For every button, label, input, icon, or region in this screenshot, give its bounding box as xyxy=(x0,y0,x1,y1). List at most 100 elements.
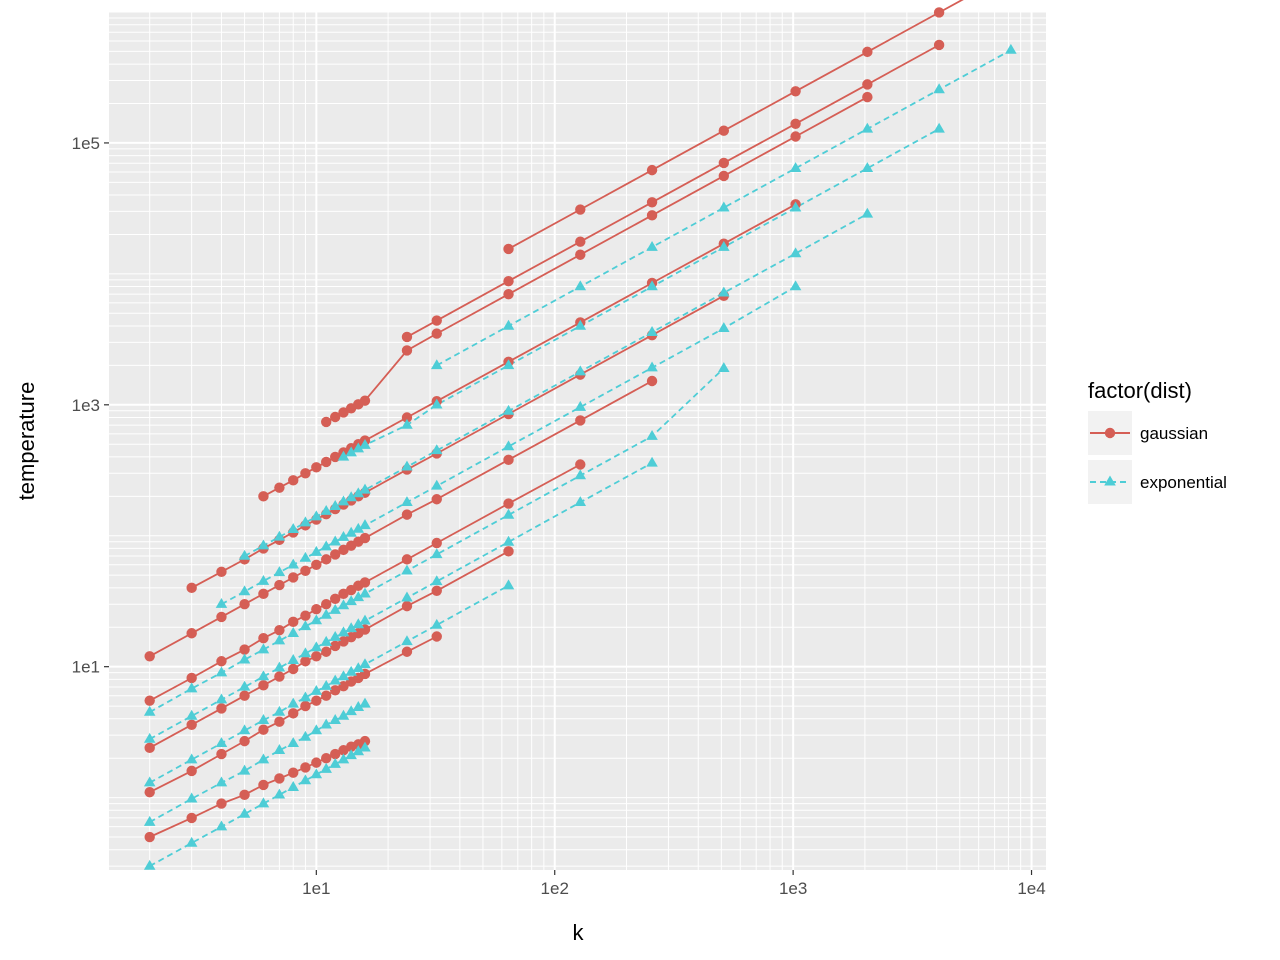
gaussian-point xyxy=(718,170,730,182)
gaussian-point xyxy=(401,554,413,565)
gaussian-point xyxy=(144,742,155,754)
legend-point-exponential xyxy=(1104,475,1116,486)
exponential-point xyxy=(718,240,730,251)
gaussian-point xyxy=(503,288,514,300)
gaussian-point xyxy=(330,549,341,560)
exponential-point xyxy=(502,440,515,451)
y-tick-label: 1e1 xyxy=(72,658,100,677)
gaussian-point xyxy=(144,831,155,843)
exponential-point xyxy=(287,627,299,637)
exponential-point xyxy=(574,400,587,411)
exponential-point xyxy=(789,201,802,212)
gaussian-point xyxy=(320,456,332,468)
exponential-point xyxy=(257,539,270,550)
exponential-point xyxy=(320,679,332,690)
legend-label-gaussian: gaussian xyxy=(1140,424,1208,443)
exponential-series-line xyxy=(436,49,1012,367)
gaussian-point xyxy=(933,39,945,51)
gaussian-point xyxy=(862,79,873,90)
gaussian-point xyxy=(311,695,322,706)
exponential-point xyxy=(320,718,332,729)
exponential-point xyxy=(273,705,286,716)
x-tick-label: 1e4 xyxy=(1017,879,1045,898)
gaussian-point xyxy=(646,164,658,176)
gaussian-point xyxy=(790,86,801,97)
exponential-point xyxy=(345,491,357,502)
y-tick-label: 1e5 xyxy=(72,134,100,153)
exponential-point xyxy=(310,641,323,652)
gaussian-point xyxy=(503,243,514,255)
exponential-point xyxy=(359,587,371,598)
gaussian-point xyxy=(288,616,299,628)
gaussian-point xyxy=(431,631,442,642)
exponential-point xyxy=(257,753,270,764)
exponential-point xyxy=(646,456,658,467)
gaussian-point xyxy=(274,624,285,636)
exponential-point xyxy=(238,549,251,560)
exponential-point xyxy=(430,575,443,586)
exponential-point xyxy=(238,585,251,596)
gaussian-point xyxy=(330,411,341,423)
gaussian-point xyxy=(359,577,371,588)
gaussian-point xyxy=(288,475,299,486)
gaussian-point xyxy=(401,331,413,343)
y-axis-title: temperature xyxy=(14,382,39,501)
exponential-point xyxy=(337,450,350,461)
gaussian-point xyxy=(144,651,155,662)
gaussian-point xyxy=(311,603,322,615)
gaussian-point xyxy=(431,585,442,596)
exponential-point xyxy=(502,359,515,370)
gaussian-point xyxy=(790,118,801,130)
exponential-point xyxy=(143,815,156,826)
exponential-point xyxy=(238,724,251,735)
exponential-point xyxy=(646,240,658,251)
exponential-point xyxy=(430,398,443,409)
gaussian-point xyxy=(862,91,873,103)
gaussian-point xyxy=(575,459,586,470)
gaussian-point xyxy=(186,672,197,684)
exponential-point xyxy=(337,626,350,637)
exponential-point xyxy=(359,519,371,530)
gaussian-point xyxy=(216,798,227,809)
gaussian-point xyxy=(401,345,413,356)
gaussian-point xyxy=(338,407,349,418)
gaussian-point xyxy=(862,46,873,58)
exponential-point xyxy=(352,522,365,533)
exponential-point xyxy=(215,666,228,677)
y-axis: 1e1 1e3 1e5 xyxy=(72,134,109,677)
exponential-point xyxy=(574,469,587,480)
gaussian-point xyxy=(718,125,730,136)
exponential-point xyxy=(320,504,332,515)
exponential-point xyxy=(337,530,350,541)
gaussian-point xyxy=(320,752,332,764)
exponential-point xyxy=(401,591,413,602)
exponential-point xyxy=(502,319,515,330)
gaussian-point xyxy=(431,315,442,326)
gaussian-point xyxy=(311,651,322,662)
exponential-point xyxy=(238,653,251,664)
gaussian-point xyxy=(320,646,332,657)
gaussian-point xyxy=(274,773,285,784)
exponential-point xyxy=(345,749,357,760)
exponential-point xyxy=(185,836,198,847)
gaussian-point xyxy=(503,275,514,287)
gaussian-point xyxy=(300,610,311,621)
exponential-point xyxy=(287,558,299,569)
exponential-point xyxy=(352,662,365,673)
gaussian-point xyxy=(274,716,285,727)
exponential-point xyxy=(337,670,350,681)
gaussian-point xyxy=(401,646,413,657)
gaussian-point xyxy=(274,579,285,591)
exponential-series-line xyxy=(149,703,366,823)
gaussian-point xyxy=(431,494,442,505)
gaussian-point xyxy=(216,748,227,760)
gaussian-point xyxy=(144,695,155,706)
gaussian-point xyxy=(239,644,250,655)
exponential-point xyxy=(329,500,341,510)
gaussian-point xyxy=(311,559,322,570)
exponential-point xyxy=(257,574,270,585)
exponential-point xyxy=(299,516,312,527)
gaussian-point xyxy=(288,572,299,583)
gaussian-point xyxy=(320,554,332,565)
